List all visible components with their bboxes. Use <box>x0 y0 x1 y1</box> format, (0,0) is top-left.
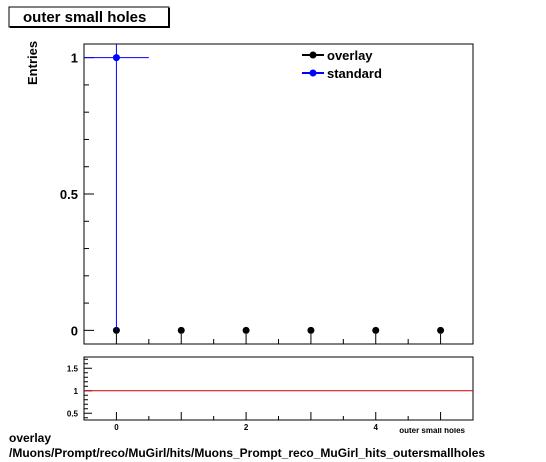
standard-point <box>112 54 120 62</box>
main-plot-frame <box>83 43 474 345</box>
footer-line-2: /Muons/Prompt/reco/MuGirl/hits/Muons_Pro… <box>9 446 485 460</box>
overlay-point <box>242 326 250 334</box>
chart-title: outer small holes <box>23 9 146 26</box>
y-axis-label: Entries <box>25 41 40 85</box>
x-axis-label: outer small holes <box>399 426 465 435</box>
title-box: outer small holes <box>8 6 170 28</box>
legend-marker-standard <box>309 69 317 77</box>
y-tick-label: 0.5 <box>60 187 78 202</box>
legend: overlay standard <box>302 48 382 81</box>
footer-line-1: overlay <box>9 431 51 445</box>
ratio-x-tick-label: 0 <box>114 423 119 432</box>
ratio-y-tick-label: 1.5 <box>67 364 79 373</box>
ratio-x-axis: 0 2 4 <box>83 412 474 432</box>
legend-label-overlay: overlay <box>327 48 373 63</box>
ratio-y-axis: 0.5 1 1.5 <box>67 358 92 419</box>
overlay-point <box>177 326 185 334</box>
legend-label-standard: standard <box>327 66 382 81</box>
overlay-point <box>307 326 315 334</box>
legend-marker-overlay <box>309 51 317 59</box>
main-plot-marks <box>84 44 445 334</box>
main-x-axis <box>83 334 474 344</box>
y-tick-label: 0 <box>71 323 78 338</box>
ratio-x-tick-label: 4 <box>374 423 379 432</box>
overlay-point <box>372 326 380 334</box>
ratio-y-tick-label: 0.5 <box>67 409 79 418</box>
ratio-x-tick-label: 2 <box>244 423 249 432</box>
overlay-point <box>437 326 445 334</box>
ratio-plot-frame <box>83 356 474 421</box>
main-y-axis: 00.51 <box>60 51 94 338</box>
y-tick-label: 1 <box>71 51 78 66</box>
ratio-y-tick-label: 1 <box>74 387 79 396</box>
